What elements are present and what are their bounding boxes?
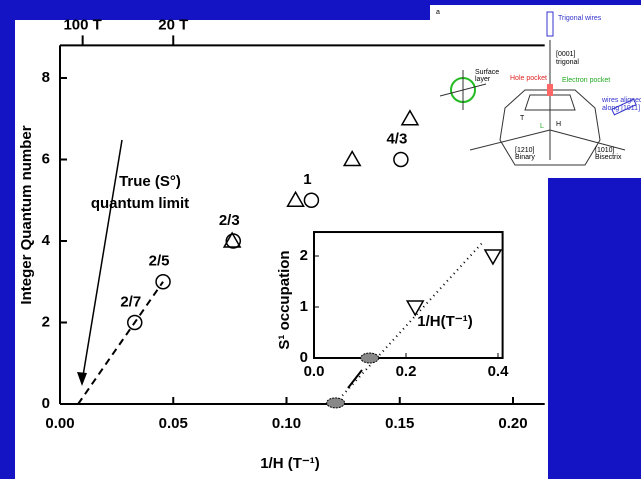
point-label: 4/3 xyxy=(386,130,407,147)
inset-y-tick-label: 2 xyxy=(300,247,308,264)
diagram-label: along [1011] xyxy=(602,105,640,112)
annotation: True (S°) xyxy=(119,173,181,190)
diagram-label: layer xyxy=(475,76,491,83)
diagram-label: Bisectrix xyxy=(595,154,622,161)
y-tick-label: 8 xyxy=(42,69,50,86)
inset-x-tick-label: 0.2 xyxy=(396,363,417,380)
y-tick-label: 0 xyxy=(42,395,50,412)
x-tick-label: 0.15 xyxy=(385,415,414,432)
point-label: 2/5 xyxy=(149,253,170,270)
slide: True (S°) quantum limit 1/H (T⁻¹) Intege… xyxy=(0,0,641,479)
diagram-label: Binary xyxy=(515,154,535,161)
point-label: 2/7 xyxy=(120,293,141,310)
inset-x-tick-label: 0.4 xyxy=(488,363,510,380)
x-tick-label: 0.10 xyxy=(272,415,301,432)
point-label: 2/3 xyxy=(219,212,240,229)
y-axis-title: Integer Quantum number xyxy=(18,125,35,304)
y-tick-label: 4 xyxy=(42,232,51,249)
diagram-label: [1010] xyxy=(595,147,615,154)
annotation: quantum limit xyxy=(91,195,189,212)
y-tick-label: 2 xyxy=(42,313,50,330)
inset-y-axis-title: S¹ occupation xyxy=(276,250,293,349)
diagram-label: wires aligned xyxy=(601,97,641,104)
inset-x-axis-title: 1/H(T⁻¹) xyxy=(417,313,472,330)
top-tick-label: 20 T xyxy=(158,16,188,33)
point xyxy=(327,398,345,408)
diagram-label: [1210] xyxy=(515,147,535,154)
diagram-label: T xyxy=(520,115,525,122)
point xyxy=(361,353,379,363)
diagram-label: trigonal xyxy=(556,59,579,66)
y-tick-label: 6 xyxy=(42,150,50,167)
point-label: 1 xyxy=(303,171,311,188)
top-tick-label: 100 T xyxy=(63,16,101,33)
x-tick-label: 0.20 xyxy=(498,415,527,432)
diagram-label: a xyxy=(436,9,440,16)
inset-y-tick-label: 0 xyxy=(300,349,308,366)
x-tick-label: 0.00 xyxy=(45,415,74,432)
x-axis-title: 1/H (T⁻¹) xyxy=(260,455,320,472)
diagram-label: Hole pocket xyxy=(510,75,547,82)
diagram-label: Electron pocket xyxy=(562,77,610,84)
inset-y-tick-label: 1 xyxy=(300,298,308,315)
diagram-label: [0001] xyxy=(556,51,576,58)
diagram-label: Trigonal wires xyxy=(558,15,602,22)
diagram-label: L xyxy=(540,123,544,130)
diagram-label: Surface xyxy=(475,69,499,76)
diagram-label: H xyxy=(556,121,561,128)
x-tick-label: 0.05 xyxy=(159,415,188,432)
page: True (S°) quantum limit 1/H (T⁻¹) Intege… xyxy=(0,0,641,479)
